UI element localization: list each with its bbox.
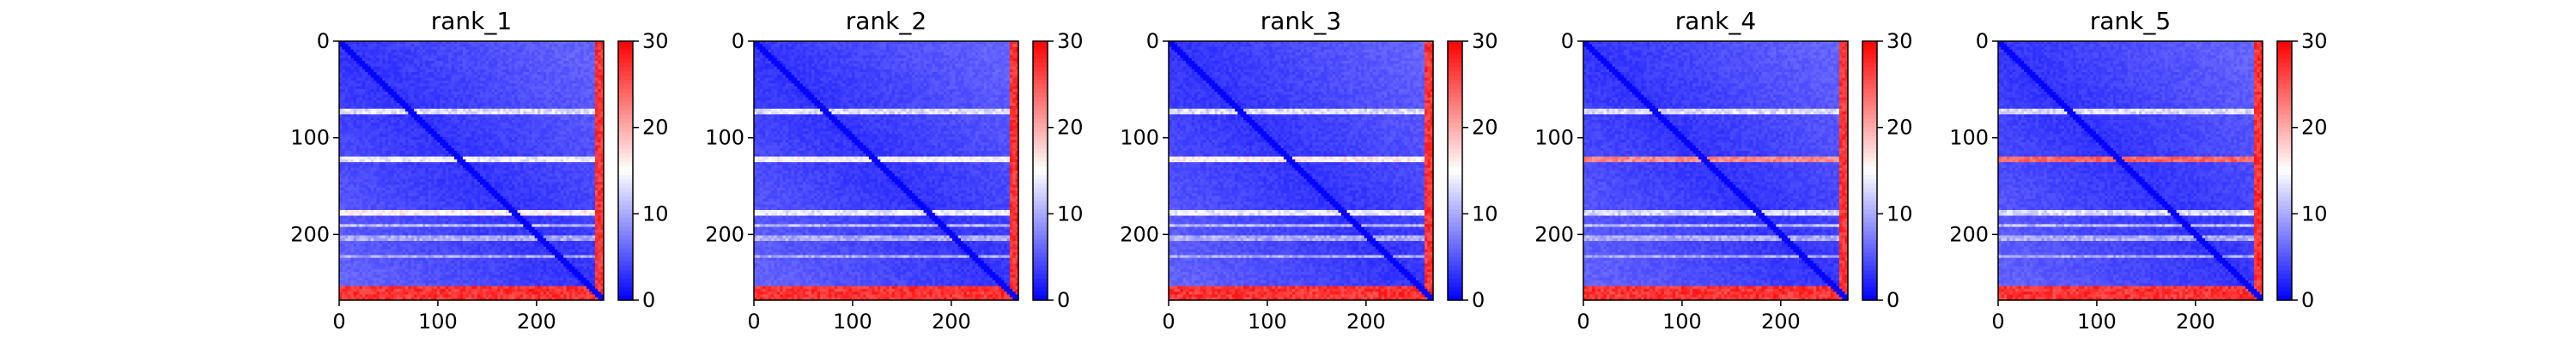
heatmap-cells <box>339 41 605 301</box>
panel-title: rank_1 <box>431 7 512 35</box>
